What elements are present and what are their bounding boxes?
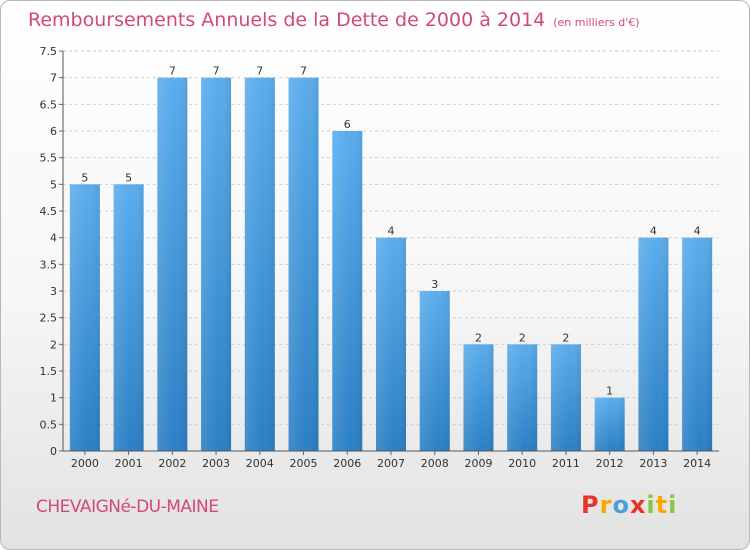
data-label: 5	[81, 171, 88, 184]
y-tick-label: 6.5	[40, 98, 58, 111]
data-label: 2	[519, 331, 526, 344]
data-label: 5	[125, 171, 132, 184]
data-label: 4	[388, 225, 395, 238]
y-tick-label: 2	[50, 338, 57, 351]
y-tick-label: 3	[50, 285, 57, 298]
y-tick-label: 2.5	[40, 312, 58, 325]
y-tick-label: 4.5	[40, 205, 58, 218]
logo-letter: x	[629, 491, 647, 519]
data-label: 2	[562, 331, 569, 344]
x-tick-label: 2002	[158, 457, 186, 470]
bar-shade	[69, 184, 100, 452]
bar-shade	[113, 184, 144, 452]
proxiti-logo: Proxiti	[581, 491, 677, 519]
bar-shade	[376, 237, 406, 451]
data-label: 7	[213, 65, 220, 78]
y-tick-label: 0	[50, 445, 57, 458]
y-tick-label: 7.5	[40, 45, 58, 58]
bar-shade	[332, 131, 363, 451]
x-tick-label: 2006	[333, 457, 361, 470]
logo-letter: i	[646, 491, 656, 519]
data-label: 4	[694, 225, 701, 238]
chart-unit: (en milliers d'€)	[553, 16, 640, 29]
logo-letter: i	[668, 491, 678, 519]
x-tick-label: 2010	[508, 457, 536, 470]
data-label: 2	[475, 331, 482, 344]
bar-shade	[201, 77, 232, 452]
y-tick-labels: 0 0.5 1 1.5 2 2.5 3 3.5 4 4.5 5 5.5 6 6.5 7 7.5	[40, 45, 58, 458]
y-tick-label: 6	[50, 125, 57, 138]
y-tick-label: 3.5	[40, 258, 58, 271]
x-tick-label: 2009	[464, 457, 492, 470]
y-tick-label: 0.5	[40, 418, 58, 431]
data-label: 7	[300, 65, 307, 78]
x-tick-label: 2007	[377, 457, 405, 470]
chart-title: Remboursements Annuels de la Dette de 20…	[28, 9, 546, 31]
logo-letter: t	[655, 491, 669, 519]
y-tick-label: 5	[50, 178, 57, 191]
bar-shade	[463, 344, 494, 451]
bar-shade	[157, 77, 188, 452]
x-tick-label: 2014	[683, 457, 711, 470]
x-tick-label: 2005	[290, 457, 318, 470]
axes	[62, 51, 719, 455]
data-labels: 5 5 7 7 7 7 6 4 3 2 2 2 1 4 4	[81, 65, 700, 398]
data-label: 7	[256, 65, 263, 78]
y-tick-label: 4	[50, 232, 57, 245]
x-tick-label: 2003	[202, 457, 230, 470]
bar-shade	[507, 344, 538, 451]
y-tick-label: 7	[50, 72, 57, 85]
logo-letter: P	[581, 491, 600, 519]
logo-letter: o	[612, 491, 630, 519]
x-tick-label: 2011	[552, 457, 580, 470]
data-label: 4	[650, 225, 657, 238]
x-tick-labels: 2000 2001 2002 2003 2004 2005 2006 2007 2008 2009…	[71, 457, 711, 470]
chart-title-block: Remboursements Annuels de la Dette de 20…	[28, 9, 640, 31]
logo-letter: r	[599, 491, 613, 519]
bar-shade	[244, 77, 275, 452]
bar-shade	[638, 237, 669, 451]
bar-shade	[682, 237, 713, 451]
x-tick-label: 2000	[71, 457, 99, 470]
x-tick-label: 2008	[421, 457, 449, 470]
place-name: CHEVAIGNé-DU-MAINE	[36, 497, 219, 517]
y-tick-label: 1	[50, 392, 57, 405]
data-label: 3	[431, 278, 438, 291]
y-tick-label: 5.5	[40, 152, 58, 165]
bar-shade	[288, 77, 319, 452]
x-tick-label: 2013	[639, 457, 667, 470]
bar-shade	[550, 344, 581, 451]
y-tick-label: 1.5	[40, 365, 58, 378]
data-label: 6	[344, 118, 351, 131]
data-label: 7	[169, 65, 176, 78]
data-label: 1	[606, 385, 613, 398]
x-tick-label: 2004	[246, 457, 274, 470]
x-tick-label: 2012	[596, 457, 624, 470]
x-tick-label: 2001	[115, 457, 143, 470]
bar-shade	[419, 291, 450, 451]
bar-shade	[594, 397, 625, 451]
bars	[69, 77, 713, 452]
